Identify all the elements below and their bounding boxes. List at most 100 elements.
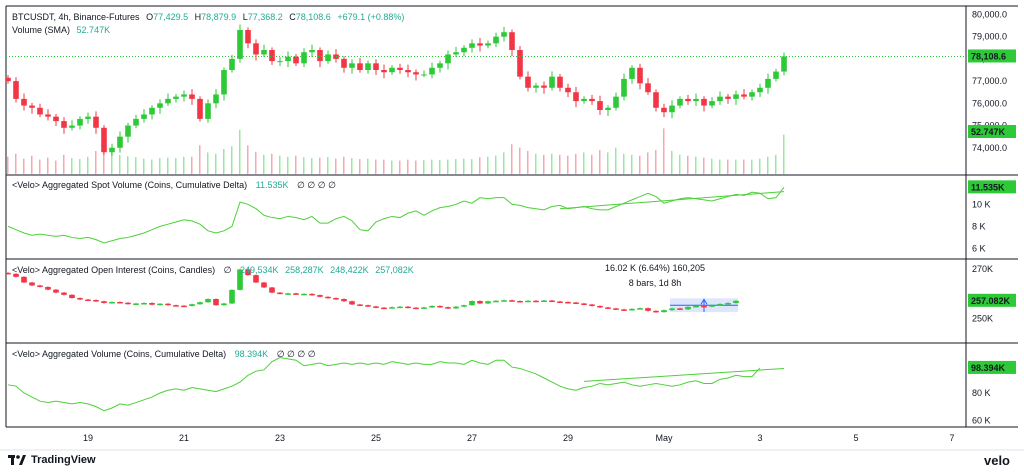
oi-legend[interactable]: <Velo> Aggregated Open Interest (Coins, … <box>12 265 414 275</box>
oi-candle <box>53 289 59 293</box>
oi-candle <box>541 300 547 303</box>
x-tick-label: 21 <box>179 433 189 443</box>
oi-candle <box>349 301 355 305</box>
price-candle <box>77 118 83 126</box>
oi-candle <box>165 303 171 306</box>
volume-bar <box>751 159 753 174</box>
volume-bar <box>607 152 609 174</box>
volume-bar <box>327 157 329 174</box>
volume-bar <box>39 159 41 174</box>
oi-candle <box>381 307 387 310</box>
oi-candle <box>213 299 219 306</box>
oi-candle <box>133 303 139 305</box>
volume-bar <box>15 153 17 174</box>
oi-legend-c: 257,082K <box>375 265 414 275</box>
change-value: +679.1 (+0.88%) <box>337 12 404 22</box>
oi-candle <box>85 299 91 302</box>
volume-bar <box>127 156 129 174</box>
ohlc-l-key: L <box>243 12 248 22</box>
oi-legend-o: 249,534K <box>240 265 279 275</box>
volume-bar <box>167 157 169 174</box>
oi-candle <box>117 301 123 304</box>
series-line-3 <box>7 357 761 412</box>
oi-candle <box>629 308 635 311</box>
price-candle <box>293 56 299 64</box>
price-candle <box>149 107 155 115</box>
price-candle <box>253 43 259 55</box>
ohlc-o-key: O <box>146 12 153 22</box>
price-candle <box>237 30 243 59</box>
tradingview-logo[interactable]: TradingView <box>8 454 96 466</box>
volume-bar <box>287 156 289 174</box>
y-tick-label: 77,000.0 <box>972 76 1007 86</box>
price-candle <box>229 58 235 70</box>
oi-candle <box>533 300 539 303</box>
oi-candle <box>733 300 739 303</box>
oi-candle <box>309 293 315 296</box>
spot-title: <Velo> Aggregated Spot Volume (Coins, Cu… <box>12 180 247 190</box>
price-candle <box>701 98 707 106</box>
oi-candle <box>413 307 419 310</box>
price-candle <box>629 67 635 79</box>
symbol-line[interactable]: BTCUSDT, 4h, Binance-Futures O77,429.5 H… <box>12 12 404 22</box>
plot-layer <box>5 24 966 412</box>
oi-candle <box>621 309 627 311</box>
price-candle <box>221 70 227 95</box>
volume-bar <box>143 158 145 174</box>
oi-candle <box>301 293 307 296</box>
price-candle <box>637 67 643 84</box>
axis-layer: 74,000.075,000.076,000.077,000.078,000.0… <box>83 9 1016 443</box>
volume-bar <box>87 156 89 174</box>
volume-bar <box>439 160 441 174</box>
oi-candle <box>221 303 227 306</box>
volume-bar <box>79 159 81 174</box>
price-candle <box>365 63 371 70</box>
oi-candle <box>389 307 395 309</box>
oi-candle <box>157 303 163 306</box>
last-value-label-3: 98.394K <box>971 363 1006 373</box>
oi-candle <box>565 301 571 304</box>
oi-candle <box>429 305 435 308</box>
spot-legend[interactable]: <Velo> Aggregated Spot Volume (Coins, Cu… <box>12 180 336 190</box>
spot-legend-value: 11.535K <box>256 180 289 190</box>
volume-last-label-bg <box>968 125 1016 138</box>
oi-candle <box>525 300 531 303</box>
y-tick-label: 6 K <box>972 243 986 253</box>
price-candle <box>141 114 147 119</box>
oi-candle <box>421 307 427 309</box>
y-tick-label: 79,000.0 <box>972 32 1007 42</box>
price-candle <box>709 101 715 106</box>
symbol-text: BTCUSDT, 4h, Binance-Futures <box>12 12 140 22</box>
price-candle <box>413 72 419 75</box>
volume-bar <box>255 151 257 174</box>
volume-bar <box>135 157 137 174</box>
price-candle <box>693 98 699 102</box>
price-candle <box>13 81 19 99</box>
price-candle <box>741 94 747 97</box>
volume-bar <box>527 150 529 174</box>
price-candle <box>317 50 323 62</box>
volume-bar <box>295 155 297 174</box>
volume-bar <box>215 153 217 174</box>
price-candle <box>621 78 627 97</box>
agg-legend[interactable]: <Velo> Aggregated Volume (Coins, Cumulat… <box>12 349 316 359</box>
volume-bar <box>119 154 121 174</box>
velo-logo[interactable]: velo <box>983 453 1010 468</box>
volume-bar <box>687 155 689 174</box>
y-tick-label: 250K <box>972 313 993 323</box>
volume-bar <box>23 158 25 174</box>
price-candle <box>29 105 35 108</box>
price-candle <box>541 85 547 88</box>
volume-bar <box>351 158 353 174</box>
oi-candle <box>589 304 595 306</box>
volume-legend[interactable]: Volume (SMA) 52.747K <box>12 25 110 35</box>
price-candle <box>381 70 387 73</box>
oi-candle <box>405 306 411 309</box>
oi-candle <box>677 308 683 310</box>
volume-bar <box>7 156 9 174</box>
oi-candle <box>613 308 619 310</box>
oi-candle <box>237 269 243 290</box>
oi-candle <box>141 302 147 305</box>
price-candle <box>437 63 443 68</box>
volume-bar <box>111 149 113 174</box>
